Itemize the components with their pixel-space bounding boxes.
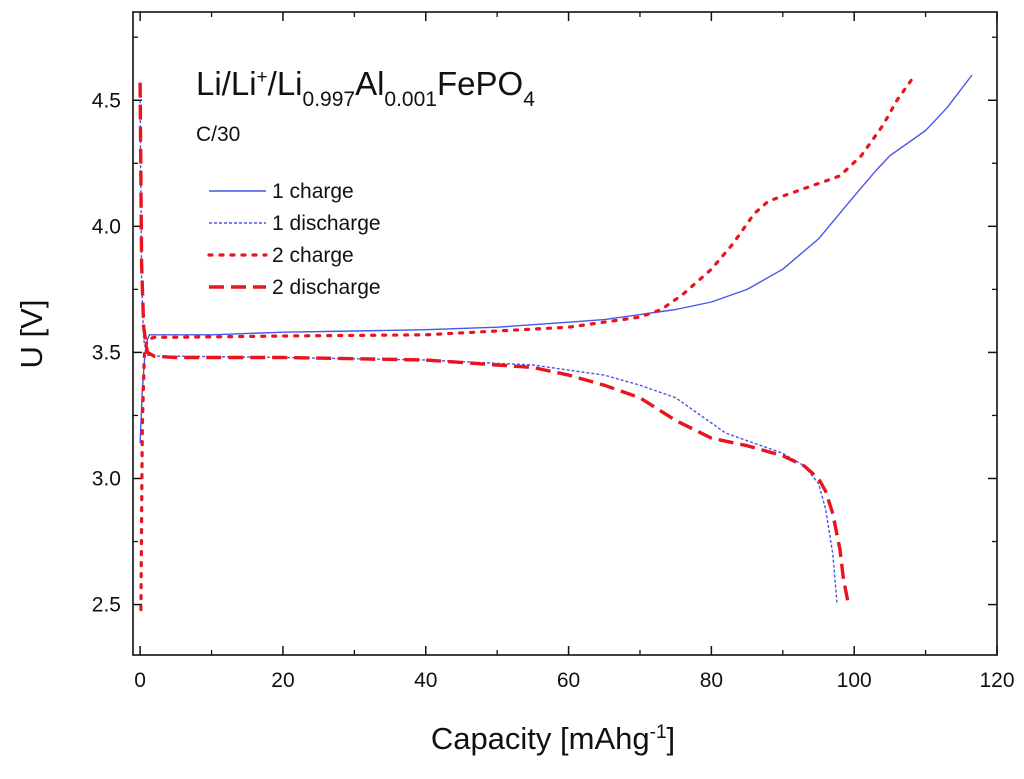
y-axis-title: U [V]: [14, 300, 49, 369]
legend-label: 2 discharge: [272, 276, 381, 299]
series-line-2-discharge: [138, 82, 851, 605]
plot-frame: [132, 11, 998, 656]
legend-label: 1 discharge: [272, 212, 381, 235]
series-line-2-charge: [139, 73, 917, 612]
legend-label: 1 charge: [272, 180, 354, 203]
cell-formula-annotation: Li/Li+/Li0.997Al0.001FePO4: [196, 65, 535, 111]
tick-labels: 0 20 40 60 80 100 120 2.5 3.0 3.5 4.0 4.5: [92, 89, 1015, 692]
x-axis-title: Capacity [mAhg-1]: [431, 721, 675, 756]
x-tick-label: 20: [271, 669, 294, 692]
series-line-1-charge: [139, 74, 973, 444]
x-tick-label: 0: [134, 669, 146, 692]
x-tick-label: 80: [700, 669, 723, 692]
rate-annotation: C/30: [196, 123, 240, 146]
x-tick-label: 100: [837, 669, 872, 692]
y-tick-label: 4.5: [92, 89, 121, 112]
legend: 1 charge 1 discharge 2 charge 2 discharge: [207, 180, 381, 299]
y-tick-label: 3.0: [92, 467, 121, 490]
legend-label: 2 charge: [272, 244, 354, 267]
y-tick-label: 3.5: [92, 341, 121, 364]
x-tick-label: 60: [557, 669, 580, 692]
series-line-1-discharge: [139, 100, 838, 605]
x-tick-label: 40: [414, 669, 437, 692]
x-tick-label: 120: [979, 669, 1014, 692]
data-series: [138, 73, 973, 612]
y-tick-label: 2.5: [92, 594, 121, 617]
axis-ticks: [133, 12, 998, 655]
y-tick-label: 4.0: [92, 215, 121, 238]
